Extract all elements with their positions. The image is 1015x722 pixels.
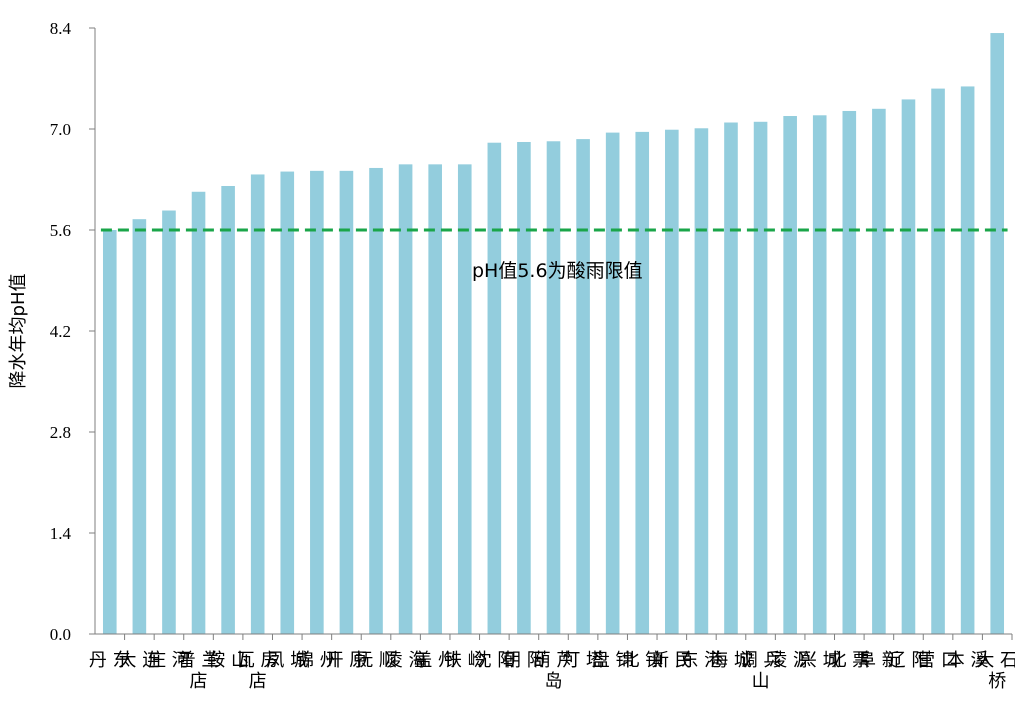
bars-group — [102, 33, 1005, 635]
bar — [872, 108, 886, 635]
y-tick-label: 5.6 — [50, 221, 71, 240]
reference-line-label: pH值5.6为酸雨限值 — [472, 260, 643, 282]
bar — [812, 115, 827, 635]
bar — [901, 99, 916, 634]
category-label: 兴 城 — [799, 650, 841, 671]
y-axis-title: 降水年均pH值 — [8, 274, 29, 389]
bar — [310, 170, 324, 635]
category-label: 辽 阳 — [888, 650, 930, 671]
category-label: 鞍 山 — [207, 650, 249, 671]
category-label: 丹 东 — [89, 650, 131, 671]
bar — [487, 142, 502, 634]
y-tick-label: 0.0 — [50, 625, 71, 644]
category-label: 本 溪 — [947, 650, 989, 671]
bar — [635, 131, 650, 634]
bar — [369, 167, 383, 634]
bar — [457, 164, 472, 634]
category-label: 凤 城 — [266, 650, 308, 671]
bar — [783, 116, 797, 634]
category-label: 沈 阳 — [473, 650, 515, 671]
bar — [398, 164, 413, 634]
bar — [605, 132, 620, 634]
y-tick-label: 2.8 — [50, 423, 71, 442]
category-label: 凌 海 — [385, 650, 427, 671]
category-label: 盘 锦 — [592, 650, 634, 671]
category-label: 葫 芦岛 — [533, 650, 575, 692]
category-label: 盖 州 — [414, 650, 456, 671]
category-label: 锦 州 — [296, 650, 338, 671]
category-label: 海 城 — [710, 650, 752, 671]
category-label: 东 港 — [681, 650, 723, 671]
category-label: 瓦 房店 — [237, 650, 279, 692]
bar — [250, 174, 265, 634]
category-label: 铁 岭 — [444, 650, 486, 671]
bar — [546, 141, 561, 634]
bar — [132, 219, 147, 634]
category-label: 新 民 — [651, 650, 693, 671]
category-label: 大 连 — [119, 650, 161, 671]
category-label: 普 兰店 — [178, 650, 220, 692]
bar — [191, 191, 206, 634]
y-tick-label: 8.4 — [50, 19, 72, 38]
category-label: 阜 新 — [858, 650, 900, 671]
category-label: 抚 顺 — [355, 650, 397, 671]
bar — [221, 185, 235, 634]
category-label: 灯 塔 — [562, 650, 604, 671]
category-label: 北 票 — [828, 650, 870, 671]
category-label: 调 兵山 — [740, 650, 782, 692]
bar — [517, 141, 531, 634]
bar — [990, 33, 1005, 635]
y-tick-label: 1.4 — [50, 524, 72, 543]
y-tick-label: 4.2 — [50, 322, 71, 341]
category-label: 凌 源 — [769, 650, 811, 671]
bar — [665, 129, 679, 634]
category-label: 北 镇 — [621, 650, 663, 671]
bar — [753, 121, 768, 635]
bar — [842, 110, 857, 634]
bar — [724, 122, 738, 634]
bar — [339, 170, 354, 635]
category-label: 庄 河 — [148, 650, 190, 671]
category-label: 大 石桥 — [976, 650, 1015, 692]
bar — [576, 139, 590, 634]
bar — [428, 164, 442, 634]
category-label: 朝 阳 — [503, 650, 545, 671]
bar — [280, 171, 295, 635]
bar — [162, 210, 176, 634]
bar — [694, 128, 709, 634]
category-label: 开 原 — [326, 650, 368, 671]
category-label: 营 口 — [917, 650, 959, 671]
bar — [102, 230, 117, 634]
y-tick-label: 7.0 — [50, 120, 71, 139]
bar — [931, 88, 945, 635]
axes-group — [89, 27, 1013, 640]
bar — [960, 86, 975, 634]
